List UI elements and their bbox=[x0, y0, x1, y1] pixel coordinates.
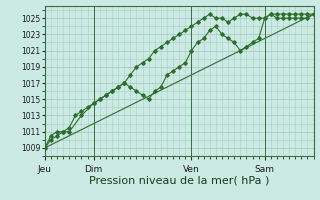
X-axis label: Pression niveau de la mer( hPa ): Pression niveau de la mer( hPa ) bbox=[89, 175, 269, 185]
